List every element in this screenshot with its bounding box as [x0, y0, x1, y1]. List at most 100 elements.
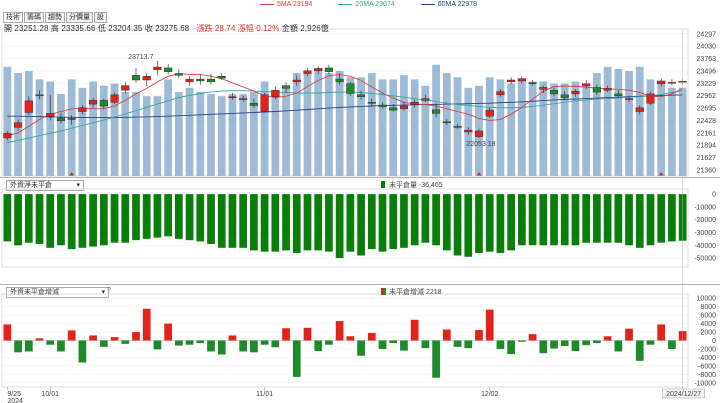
volume-bar [99, 85, 108, 176]
change-bar [325, 340, 333, 345]
help-icon[interactable]: ? [107, 287, 111, 294]
legend-swatch [381, 181, 385, 188]
oi-bar [571, 194, 580, 246]
candle [378, 104, 387, 108]
candle [614, 93, 623, 96]
candle [346, 83, 355, 94]
tab-technical[interactable]: 技術 [3, 12, 23, 23]
volume-bar [378, 79, 387, 176]
volume-bar [67, 79, 76, 176]
oi-bar [378, 194, 387, 252]
date-box [662, 388, 705, 399]
legend-ma20: 20MA 23074 [338, 1, 395, 8]
change-bar [614, 340, 623, 352]
volume-bar [239, 94, 248, 176]
volume-bar [560, 83, 569, 176]
candle [474, 130, 484, 137]
oi-bar [67, 194, 76, 250]
change-bar [378, 340, 387, 349]
change-bar [593, 340, 601, 344]
tab-chips[interactable]: 籌碼 [24, 12, 44, 23]
candle [357, 94, 366, 97]
volume-bar [3, 66, 12, 176]
change-bar [3, 324, 12, 341]
y-tick-label: 6000 [700, 313, 716, 320]
oi-bar [292, 194, 301, 253]
oi-bar [421, 194, 430, 243]
candle [335, 78, 344, 83]
change-bar [239, 340, 248, 352]
oi-bar [325, 194, 333, 252]
change-bar [475, 329, 483, 341]
candle [517, 78, 526, 82]
quote-amount: 金額 2,926億 [281, 24, 329, 33]
candle [571, 90, 580, 95]
y-tick-label: -4000 [698, 355, 716, 362]
candle [539, 87, 548, 90]
ma20-line [7, 90, 683, 144]
candle [110, 94, 119, 103]
volume-bar [35, 79, 44, 176]
change-bar [646, 340, 655, 345]
tab-price-volume[interactable]: 分價量 [66, 12, 93, 23]
y-tick-label: 22428 [697, 118, 717, 125]
candle [485, 109, 494, 117]
quote-pct-label: 漲幅 [237, 24, 254, 33]
quote-change: 漲跌 28.74 [196, 24, 236, 33]
oi-bar [432, 194, 440, 246]
candle [635, 107, 644, 112]
y-tick-label: -2000 [698, 346, 716, 353]
candle [410, 102, 419, 105]
panel3-indicator-select[interactable]: 外資未平倉增減 ▾ [6, 287, 109, 298]
candle [624, 98, 634, 100]
volume-bar [132, 92, 140, 176]
volume-bar [346, 77, 355, 176]
change-bar [550, 340, 558, 349]
oi-bar [335, 194, 344, 259]
change-bar [24, 340, 33, 352]
change-bar [367, 332, 376, 341]
candle [496, 91, 505, 96]
oi-bar [132, 194, 140, 241]
change-bar [57, 340, 65, 352]
candle [464, 129, 473, 133]
candle [14, 122, 23, 128]
volume-bar [121, 92, 130, 176]
tab-settings[interactable]: 設 [94, 12, 107, 23]
change-bar [442, 329, 451, 341]
oi-bar [464, 194, 473, 257]
x-tick-label: 2024/12/27 [666, 391, 701, 398]
candle [164, 67, 173, 72]
change-bar [560, 340, 569, 346]
oi-bar [657, 194, 666, 243]
y-tick-label: 0 [712, 192, 716, 199]
oi-bar [518, 194, 526, 246]
volume-bar [303, 73, 312, 176]
oi-bar [24, 194, 33, 243]
change-bar [357, 340, 365, 356]
y-tick-label: 23229 [697, 81, 717, 88]
volume-bar [57, 94, 65, 176]
legend-ma5: 5MA 23194 [260, 1, 312, 8]
candle [260, 94, 269, 112]
oi-bar [239, 194, 248, 248]
change-bar [282, 328, 290, 341]
candle [67, 118, 76, 120]
volume-bar [357, 77, 365, 176]
change-bar [175, 340, 183, 346]
oi-bar [78, 194, 87, 248]
panel-main-frame [1, 28, 689, 177]
panel2-indicator-select[interactable]: 外資淨未平倉 ▾ [6, 180, 84, 191]
change-bar [228, 335, 237, 341]
volume-bar [217, 96, 226, 176]
change-bar [453, 340, 462, 347]
oi-bar [196, 194, 205, 242]
tab-trend[interactable]: 趨勢 [45, 12, 65, 23]
oi-bar [507, 194, 515, 251]
ma5-line [7, 73, 683, 137]
volume-bar [657, 83, 666, 176]
oi-bar [603, 194, 612, 243]
change-bar [67, 330, 76, 341]
oi-bar [121, 194, 130, 243]
volume-bar [260, 81, 269, 176]
